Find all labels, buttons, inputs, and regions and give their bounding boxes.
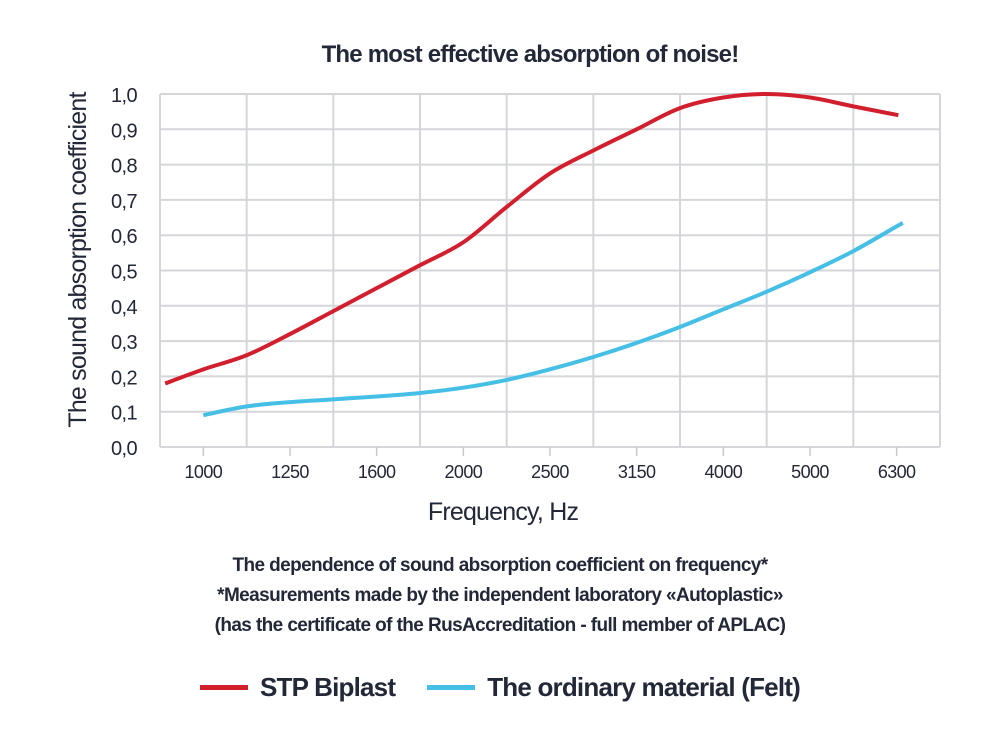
y-tick-label: 0,1: [111, 403, 137, 425]
x-tick-label: 1250: [271, 462, 309, 482]
x-tick-label: 6300: [878, 462, 916, 482]
legend-swatch-blue: [427, 685, 476, 690]
y-axis-ticks: 0,0 0,1 0,2 0,3 0,4 0,5 0,6 0,7 0,8 0,9 1,0: [111, 85, 138, 460]
legend-label: The ordinary material (Felt): [487, 672, 801, 702]
series-line-stp-biplast: [164, 91, 899, 386]
y-tick-label: 0,7: [111, 191, 137, 213]
x-tick-label: 1600: [358, 462, 396, 482]
legend-swatch-red: [200, 685, 248, 690]
x-tick-label: 1000: [185, 462, 223, 482]
chart-title: The most effective absorption of noise!: [322, 41, 739, 68]
x-axis-ticks: 1000 1250 1600 2000 2500 3150 4000 5000 6300: [185, 447, 917, 482]
y-tick-label: 0,8: [111, 156, 137, 178]
y-tick-label: 0,4: [111, 297, 137, 319]
x-tick-label: 5000: [791, 462, 829, 482]
x-tick-label: 2500: [531, 462, 569, 482]
x-tick-label: 4000: [705, 462, 743, 482]
legend: STP Biplast The ordinary material (Felt): [0, 672, 1000, 703]
legend-item-stp-biplast: STP Biplast: [200, 672, 396, 703]
series-line-felt: [202, 221, 904, 418]
caption-line-1: The dependence of sound absorption coeff…: [232, 555, 768, 576]
legend-label: STP Biplast: [260, 672, 396, 702]
y-tick-label: 0,9: [111, 120, 137, 142]
x-tick-label: 3150: [618, 462, 656, 482]
y-tick-label: 0,2: [111, 367, 137, 389]
y-tick-label: 0,3: [111, 332, 137, 354]
x-axis-label: Frequency, Hz: [428, 498, 579, 526]
caption-line-2: *Measurements made by the independent la…: [217, 585, 783, 606]
y-tick-label: 0,0: [111, 438, 137, 460]
y-tick-label: 0,6: [111, 226, 137, 248]
grid: [159, 93, 941, 448]
legend-item-felt: The ordinary material (Felt): [427, 672, 801, 703]
series-lines: [164, 91, 904, 418]
y-tick-label: 1,0: [111, 85, 137, 107]
y-tick-label: 0,5: [111, 262, 137, 284]
y-axis-label: The sound absorption coefficient: [64, 92, 92, 428]
x-tick-label: 2000: [445, 462, 483, 482]
caption-line-3: (has the certificate of the RusAccredita…: [214, 615, 786, 636]
